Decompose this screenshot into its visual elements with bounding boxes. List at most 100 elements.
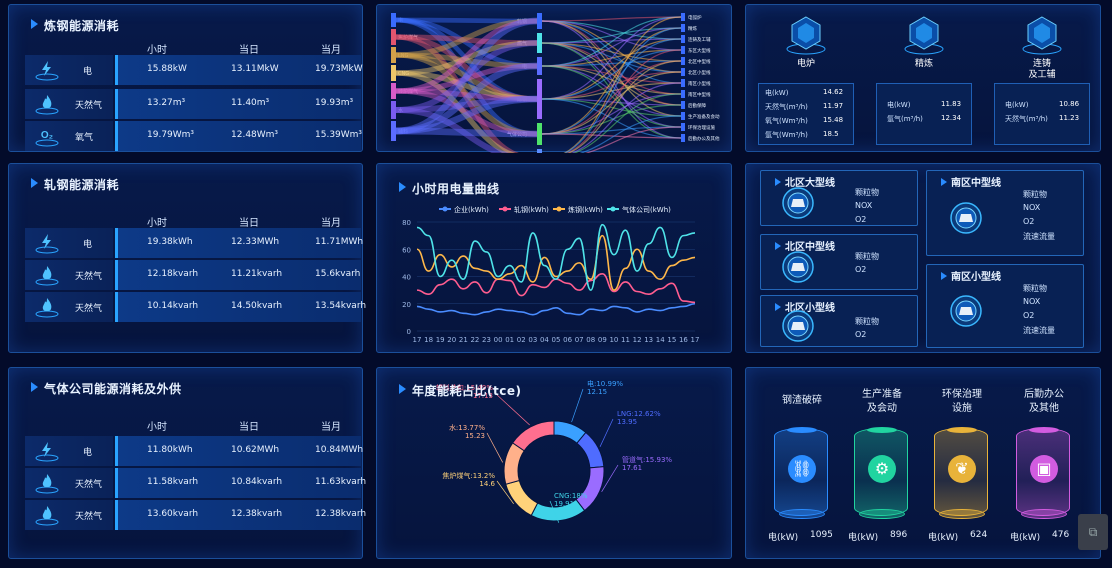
hourly-power-panel: 小时用电量曲线 0 20 40 60 80 17 18 19 20 21 22 23 00 01 02 03 0… — [376, 163, 732, 353]
lightning-icon — [35, 59, 59, 81]
x-tick-label: 21 — [459, 336, 468, 344]
production-line-card[interactable]: 南区中型线 颗粒物 NOX O2 流速流量 — [926, 170, 1084, 256]
sankey-target-label: 北区小型线 — [688, 69, 711, 76]
pollutant-label: 流速流量 — [1023, 232, 1055, 241]
sankey-source-node — [391, 65, 396, 81]
energy-type-label: 天然气 — [75, 101, 103, 111]
sankey-target-node — [681, 123, 685, 131]
value-cell: 14.50kvarh — [231, 301, 283, 311]
facility-metric-label: 电(kW) — [1010, 533, 1041, 543]
series-line — [416, 223, 696, 291]
lightning-icon — [35, 440, 59, 462]
y-tick-label: 0 — [407, 328, 411, 336]
sankey-link — [395, 70, 538, 102]
x-tick-label: 04 — [540, 336, 549, 344]
slice-value: 14.6 — [479, 480, 495, 488]
furnace-readings: 电(kW) 10.86 天然气(m³/h) 11.23 — [994, 83, 1090, 145]
leader-line — [486, 432, 504, 463]
sankey-middle-label: 轧钢 — [517, 18, 527, 25]
value-cell: 12.33MWh — [231, 237, 280, 247]
legend-marker — [502, 206, 508, 212]
value-cell: 11.63kvarh — [315, 477, 367, 487]
sankey-link — [541, 65, 682, 128]
x-tick-label: 08 — [586, 336, 595, 344]
series-line — [416, 302, 696, 316]
sankey-middle-node — [537, 149, 542, 169]
cube-icon — [786, 16, 826, 55]
reading-label: 氩气(m³/h) — [887, 115, 923, 123]
link-icon: ⛓ — [788, 455, 816, 483]
slice-label: 焦炉煤气:13.2% — [442, 471, 495, 480]
sankey-target-node — [681, 35, 685, 43]
side-toggle-button[interactable]: ⧉ — [1078, 514, 1108, 550]
value-cell: 12.18kvarh — [147, 269, 199, 279]
reading-label: 电(kW) — [1005, 101, 1029, 109]
production-line-card[interactable]: 北区小型线 颗粒物 O2 — [760, 295, 918, 347]
furnace-readings: 电(kW) 11.83 氩气(m³/h) 12.34 — [876, 83, 972, 145]
slice-label: 水:13.77% — [449, 423, 485, 432]
column-header: 当日 — [239, 45, 259, 56]
sankey-middle-node — [537, 57, 542, 75]
pollutant-label: 颗粒物 — [1023, 190, 1047, 199]
reading-label: 天然气(m³/h) — [1005, 115, 1048, 123]
production-line-card[interactable]: 北区中型线 颗粒物 O2 — [760, 234, 918, 290]
column-header: 当月 — [321, 218, 341, 229]
leader-line — [496, 480, 514, 505]
column-header: 当日 — [239, 422, 259, 433]
sankey-diagram: 电焦炉煤气LNGCNG转炉煤气水辅料轧钢燃气电炼钢气体公司其他电弧炉精炼连铸及工… — [391, 13, 720, 169]
energy-type-label: 电 — [83, 448, 93, 458]
briefcase-icon: ▣ — [1030, 455, 1058, 483]
leader-line — [601, 464, 619, 493]
sankey-link — [395, 62, 538, 135]
x-tick-label: 12 — [633, 336, 642, 344]
facility-metric-value: 896 — [890, 530, 908, 540]
furnace-unit: 电炉 电(kW) 14.62 天然气(m³/h) 11.97 氧气(Wm³/h) 15.48… — [758, 5, 854, 153]
value-cell: 12.48Wm³ — [231, 130, 279, 140]
facility-metric-value: 624 — [970, 530, 988, 540]
value-cell: 10.62MWh — [231, 445, 280, 455]
facility-cylinder[interactable]: ⚙ — [854, 427, 908, 519]
leaf-icon: ❦ — [948, 455, 976, 483]
pollutant-label: O2 — [855, 215, 867, 224]
facility-cylinder[interactable]: ▣ — [1016, 427, 1070, 519]
sankey-target-node — [681, 112, 685, 120]
sankey-target-node — [681, 13, 685, 21]
legend-marker — [556, 206, 562, 212]
reading-value: 11.83 — [941, 100, 962, 108]
table-row: 电 11.80kWh 10.62MWh 10.84MWh — [25, 436, 365, 466]
rolling-energy-panel: 轧钢能源消耗 小时 当日 当月电 19.38kWh 12.33MWh 11.71MWh 天然… — [8, 163, 367, 353]
x-tick-label: 15 — [667, 336, 676, 344]
sankey-link — [395, 52, 538, 69]
sankey-source-node — [391, 29, 396, 45]
x-tick-label: 02 — [517, 336, 526, 344]
value-cell: 13.54kvarh — [315, 301, 367, 311]
cube-icon — [904, 16, 944, 55]
sankey-link — [395, 17, 538, 137]
sankey-middle-node — [537, 33, 542, 53]
slice-value: 13.95 — [617, 418, 637, 426]
value-cell: 12.38kvarh — [231, 509, 283, 519]
value-cell: 11.71MWh — [315, 237, 364, 247]
production-line-card[interactable]: 南区小型线 颗粒物 NOX O2 流速流量 — [926, 264, 1084, 348]
production-line-card[interactable]: 北区大型线 颗粒物 NOX O2 — [760, 170, 918, 226]
energy-type-label: 电 — [83, 240, 93, 250]
sankey-link — [395, 63, 538, 94]
facility-cylinder[interactable]: ⛓ — [774, 427, 828, 519]
sankey-link — [395, 95, 538, 135]
line-name: 北区小型线 — [775, 299, 835, 314]
reading-value: 11.23 — [1059, 114, 1080, 122]
value-cell: 11.58kvarh — [147, 477, 199, 487]
sankey-middle-label: 炼钢 — [517, 96, 527, 103]
facility-cylinder[interactable]: ❦ — [934, 427, 988, 519]
furnace-unit: 连铸 及工辅 电(kW) 10.86 天然气(m³/h) 11.23 — [994, 5, 1090, 153]
slice-label: CNG:18% — [554, 492, 588, 500]
value-cell: 11.80kWh — [147, 445, 193, 455]
value-cell: 10.14kvarh — [147, 301, 199, 311]
legend-label: 炼钢(kWh) — [568, 205, 603, 214]
slice-value: 15.23 — [465, 432, 485, 440]
pollutant-label: NOX — [1023, 297, 1041, 306]
facility-metric-label: 电(kW) — [848, 533, 879, 543]
sankey-link — [395, 17, 538, 102]
x-tick-label: 07 — [575, 336, 584, 344]
facilities-panel: 钢渣破碎 ⛓ 电(kW) 1095 生产准备 及会动 ⚙ 电(kW) 896 环保治理 设施 ❦ 电… — [745, 367, 1101, 559]
